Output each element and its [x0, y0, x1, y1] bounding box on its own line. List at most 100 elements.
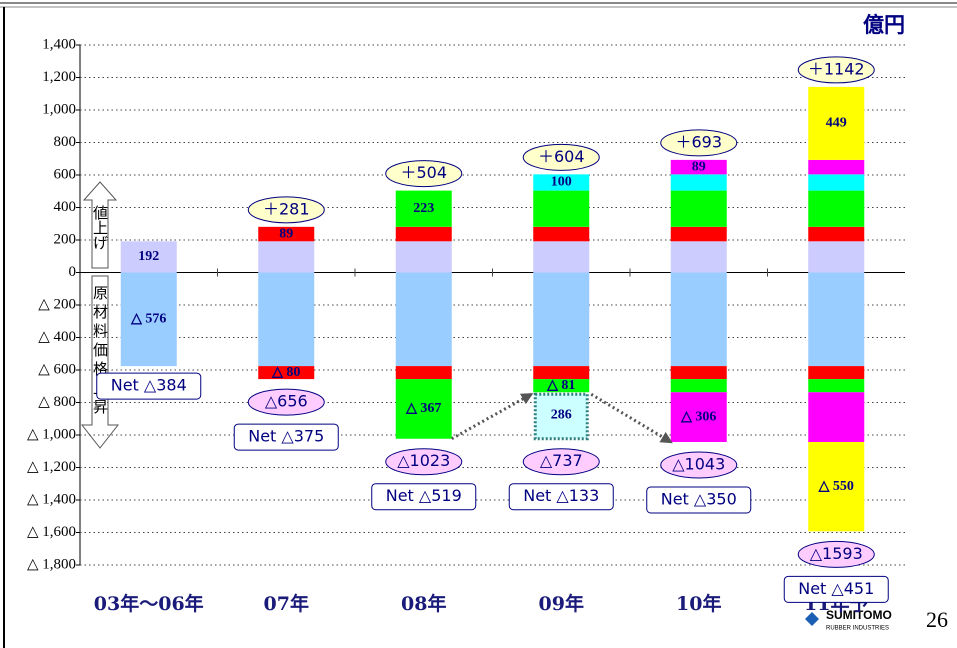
bar-segment: [533, 226, 590, 242]
value-label: △ 576: [130, 312, 166, 327]
bar-segment: [670, 226, 727, 242]
value-label: △ 80: [271, 365, 300, 380]
value-label: △ 306: [680, 409, 716, 424]
shift-arrow: [451, 392, 534, 441]
y-tick-label: 1,200: [42, 69, 76, 85]
negative-total: △1593: [810, 544, 863, 563]
y-tick-label: 0: [69, 264, 77, 280]
negative-total: △656: [265, 392, 308, 411]
total-bubble: [385, 160, 463, 188]
total-bubble: [247, 196, 325, 224]
bar-segment: [670, 174, 727, 191]
reduction-box: [533, 392, 589, 441]
y-tick-label: 600: [54, 166, 77, 182]
bar-segment: [120, 272, 177, 367]
logo-icon: [805, 612, 819, 626]
net-box: [96, 372, 202, 400]
negative-total: △737: [540, 451, 583, 470]
bar-segment: [808, 272, 865, 367]
value-label: 192: [138, 249, 159, 264]
value-label: △ 81: [546, 378, 575, 393]
bar-segment: [670, 190, 727, 227]
bar-segment: [808, 226, 865, 242]
bar-segment: [395, 190, 452, 227]
y-tick-label: 1,400: [42, 36, 76, 52]
net-label: Net △350: [661, 489, 737, 508]
bar-segment: [808, 174, 865, 191]
net-box: [646, 486, 752, 514]
bar-segment: [258, 241, 315, 273]
y-tick-label: △ 1,200: [27, 459, 76, 475]
value-label: 89: [279, 226, 293, 241]
y-tick-label: 400: [54, 199, 77, 215]
y-tick-label: △ 1,000: [27, 426, 76, 442]
total-bubble: [660, 451, 738, 479]
value-label: 449: [826, 116, 847, 131]
bar-segment: [670, 366, 727, 380]
bar-segment: [670, 392, 727, 442]
bar-segment: [533, 241, 590, 273]
net-box: [371, 483, 477, 511]
up-label: 値上げ: [91, 205, 109, 250]
value-label: 100: [551, 175, 572, 190]
value-label: 89: [692, 159, 706, 174]
positive-total: ＋1142: [808, 59, 865, 78]
bar-segment: [395, 379, 452, 439]
page-number: 26: [926, 607, 948, 632]
total-bubble: [522, 448, 600, 476]
total-bubble: [660, 129, 738, 157]
total-bubble: [247, 388, 325, 416]
bar-segment: [670, 379, 727, 393]
total-bubble: [797, 540, 875, 568]
y-tick-label: △ 400: [38, 329, 76, 345]
y-tick-label: 800: [54, 134, 77, 150]
bar-segment: [533, 366, 590, 380]
y-tick-label: △ 1,400: [27, 491, 76, 507]
net-label: Net △384: [111, 376, 187, 395]
net-label: Net △519: [386, 486, 462, 505]
value-label: △ 550: [818, 479, 854, 494]
y-tick-label: △ 200: [38, 296, 76, 312]
bar-segment: [395, 272, 452, 367]
bar-segment: [258, 366, 315, 380]
bar-segment: [808, 241, 865, 273]
logo-sub: RUBBER INDUSTRIES: [826, 626, 889, 632]
bar-segment: [533, 174, 590, 191]
bar-segment: [533, 379, 590, 393]
unit-label: 億円: [863, 13, 905, 37]
y-tick-label: △ 1,800: [27, 556, 76, 572]
up-arrow: [82, 181, 118, 269]
logo-name: SUMITOMO: [826, 608, 892, 622]
bar-segment: [258, 272, 315, 367]
y-tick-label: 1,000: [42, 101, 76, 117]
bar-segment: [258, 226, 315, 242]
x-tick-label: 08年: [401, 592, 446, 615]
bar-segment: [808, 379, 865, 393]
bar-segment: [533, 190, 590, 227]
bar-segment: [808, 366, 865, 380]
net-label: Net △133: [523, 486, 599, 505]
positive-total: ＋281: [263, 199, 310, 218]
value-label: 223: [413, 201, 434, 216]
bar-segment: [808, 190, 865, 227]
bar-segment: [670, 272, 727, 367]
bar-segment: [395, 366, 452, 380]
negative-total: △1043: [672, 454, 725, 473]
bar-segment: [533, 272, 590, 367]
negative-total: △1023: [397, 451, 450, 470]
x-tick-label: 07年: [264, 592, 309, 615]
y-tick-label: △ 1,600: [27, 524, 76, 540]
net-box: [233, 423, 339, 451]
positive-total: ＋693: [675, 132, 722, 151]
y-tick-label: △ 600: [38, 361, 76, 377]
bar-segment: [808, 159, 865, 175]
bar-segment: [395, 241, 452, 273]
y-tick-label: △ 800: [38, 394, 76, 410]
bar-segment: [120, 241, 177, 273]
x-tick-label: 03年～06年: [94, 592, 204, 615]
positive-total: ＋504: [400, 163, 447, 182]
bar-segment: [808, 392, 865, 442]
shift-arrow: [590, 392, 673, 444]
bar-segment: [808, 441, 865, 532]
